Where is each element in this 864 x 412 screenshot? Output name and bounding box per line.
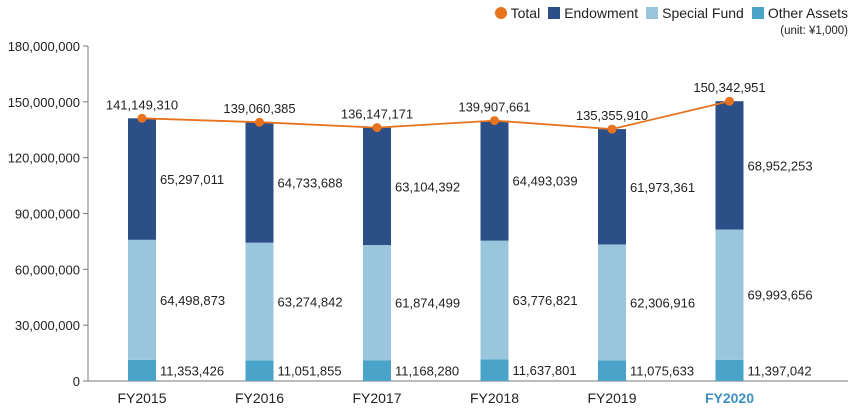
bar-segment-other — [245, 360, 274, 381]
total-point — [137, 113, 147, 123]
bar-segment-endowment — [715, 101, 744, 230]
data-label-other: 11,397,042 — [748, 363, 812, 378]
data-label-endowment: 61,973,361 — [630, 180, 695, 195]
legend-label-other-assets: Other Assets — [767, 5, 848, 21]
bar-segment-endowment — [128, 118, 156, 240]
total-point — [372, 123, 382, 133]
bar-segment-special — [128, 239, 156, 360]
bar-segment-special — [715, 229, 744, 360]
y-tick-label: 30,000,000 — [15, 318, 80, 333]
chart-legend: Total Endowment Special Fund Other Asset… — [487, 5, 848, 21]
legend-swatch-special-fund — [646, 7, 659, 19]
bar-segment-special — [245, 242, 274, 361]
total-label: 141,149,310 — [106, 97, 178, 112]
bar-segment-special — [480, 240, 509, 360]
legend-item-endowment: Endowment — [548, 5, 638, 21]
bar-segment-other — [480, 359, 509, 381]
data-label-endowment: 64,493,039 — [513, 174, 578, 189]
bar-segment-other — [363, 360, 391, 381]
data-label-endowment: 68,952,253 — [748, 158, 813, 173]
legend-label-endowment: Endowment — [564, 5, 639, 21]
data-label-special: 69,993,656 — [748, 288, 813, 303]
total-label: 150,342,951 — [693, 80, 765, 95]
total-label: 139,907,661 — [458, 100, 530, 115]
data-label-special: 63,776,821 — [513, 293, 578, 308]
bar-segment-other — [128, 359, 156, 381]
bar-segment-special — [598, 244, 626, 361]
legend-item-special-fund: Special Fund — [646, 5, 744, 21]
total-point — [725, 96, 734, 106]
y-tick-label: 90,000,000 — [15, 207, 80, 222]
bar-segment-endowment — [363, 127, 391, 246]
data-label-special: 64,498,873 — [160, 293, 225, 308]
y-tick-label: 0 — [73, 374, 80, 389]
total-line — [141, 100, 730, 130]
x-tick-label: FY2015 — [117, 390, 166, 406]
data-label-other: 11,637,801 — [513, 363, 577, 378]
x-tick-label: FY2017 — [352, 390, 401, 406]
unit-note: (unit: ¥1,000) — [780, 25, 848, 37]
data-label-other: 11,051,855 — [278, 364, 342, 379]
data-label-other: 11,075,633 — [630, 364, 694, 379]
legend-item-total: Total — [494, 5, 541, 21]
legend-label-total: Total — [510, 5, 541, 21]
legend-swatch-endowment — [548, 7, 561, 19]
x-tick-label: FY2018 — [470, 390, 519, 406]
data-label-endowment: 64,733,688 — [278, 175, 343, 190]
legend-label-special-fund: Special Fund — [662, 5, 744, 21]
data-label-other: 11,353,426 — [160, 363, 224, 378]
x-tick-label: FY2020 — [705, 390, 754, 406]
total-point — [607, 124, 617, 134]
legend-swatch-total — [494, 7, 507, 19]
data-label-other: 11,168,280 — [395, 364, 459, 379]
legend-swatch-other-assets — [751, 7, 764, 19]
bar-segment-other — [598, 360, 626, 381]
total-point — [255, 117, 264, 127]
bar-segment-endowment — [480, 120, 509, 241]
total-label: 135,355,910 — [576, 108, 648, 123]
data-label-special: 61,874,499 — [395, 296, 460, 311]
total-label: 139,060,385 — [223, 101, 295, 116]
bar-segment-endowment — [598, 129, 626, 245]
total-label: 136,147,171 — [341, 107, 413, 122]
y-tick-label: 120,000,000 — [8, 151, 80, 166]
x-tick-label: FY2016 — [235, 390, 284, 406]
total-point — [490, 116, 499, 126]
y-tick-label: 150,000,000 — [8, 95, 80, 110]
legend-item-other-assets: Other Assets — [751, 5, 848, 21]
data-label-endowment: 63,104,392 — [395, 179, 460, 194]
x-tick-label: FY2019 — [587, 390, 636, 406]
data-label-special: 63,274,842 — [278, 295, 343, 310]
y-tick-label: 180,000,000 — [8, 39, 80, 54]
bar-segment-special — [363, 245, 391, 361]
bar-segment-other — [715, 359, 744, 381]
data-label-endowment: 65,297,011 — [160, 172, 224, 187]
bar-segment-endowment — [245, 122, 274, 243]
y-tick-label: 60,000,000 — [15, 262, 80, 277]
data-label-special: 62,306,916 — [630, 295, 695, 310]
